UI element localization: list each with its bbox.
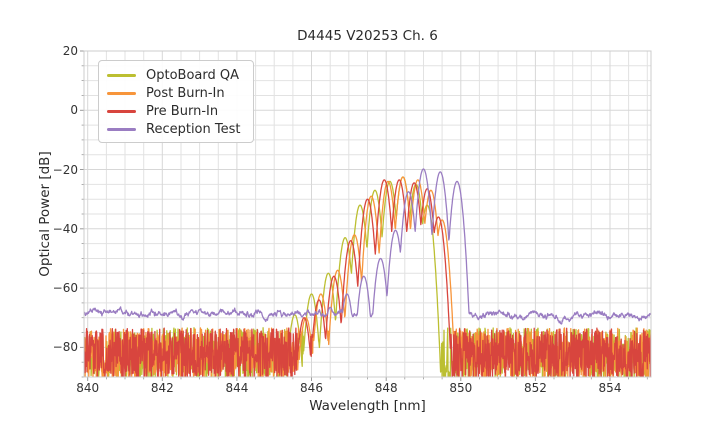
y-tick-label: −20 (52, 162, 78, 177)
y-tick-label: 0 (70, 103, 78, 118)
legend-entry: Pre Burn-In (107, 103, 245, 121)
legend-line-swatch (107, 127, 136, 131)
x-tick-label: 844 (225, 381, 249, 395)
axes-spine (83, 50, 652, 378)
series-line-reception-test (84, 168, 651, 325)
x-tick-label: 842 (150, 381, 174, 395)
x-tick-label: 850 (449, 381, 473, 395)
legend-entry: Reception Test (107, 120, 245, 138)
y-tick-label: 20 (62, 44, 78, 58)
y-tick-label: −80 (52, 340, 78, 355)
series-line-pre-burn-in (84, 179, 651, 377)
legend-line-swatch (107, 92, 136, 96)
y-tick-label: −60 (52, 281, 78, 296)
legend-line-swatch (107, 109, 136, 113)
legend-entry: Post Burn-In (107, 85, 245, 103)
legend: OptoBoard QA Post Burn-In Pre Burn-In Recep… (98, 60, 254, 143)
chart-title: D4445 V20253 Ch. 6 (297, 28, 438, 44)
x-tick-label: 848 (374, 381, 398, 395)
x-tick-label: 854 (598, 381, 622, 395)
x-axis-label: Wavelength [nm] (309, 398, 426, 414)
legend-label: Post Burn-In (146, 86, 225, 102)
legend-line-swatch (107, 74, 136, 78)
legend-label: Reception Test (146, 121, 241, 137)
legend-label: OptoBoard QA (146, 68, 239, 84)
legend-label: Pre Burn-In (146, 103, 219, 119)
x-tick-label: 852 (523, 381, 547, 395)
x-tick-label: 846 (300, 381, 323, 395)
x-tick-label: 840 (76, 381, 100, 395)
y-tick-label: −40 (52, 221, 78, 236)
legend-entry: OptoBoard QA (107, 67, 245, 85)
